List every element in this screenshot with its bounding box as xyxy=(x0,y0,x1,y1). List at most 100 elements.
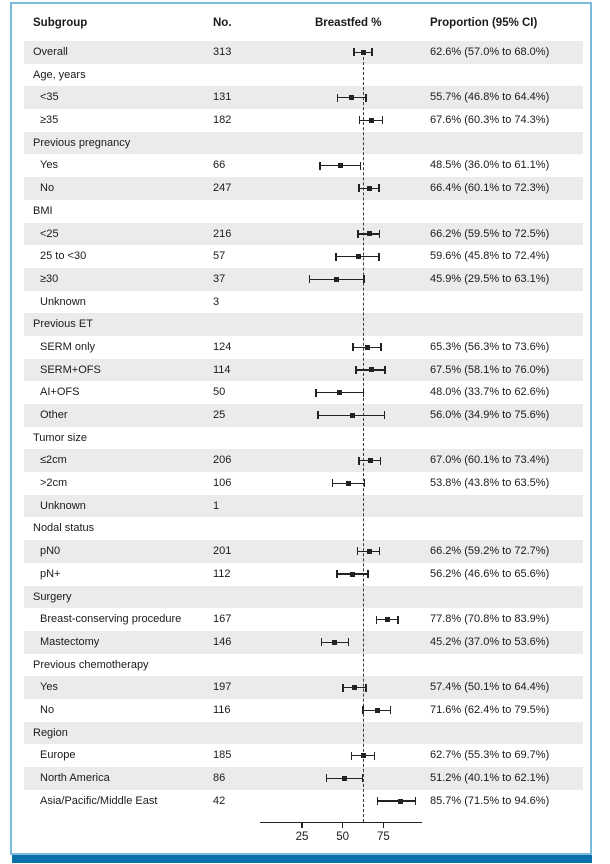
group-header-row: Age, years xyxy=(12,64,590,87)
point-estimate-marker xyxy=(346,480,352,486)
proportion-ci-text: 56.0% (34.9% to 75.6%) xyxy=(430,409,550,421)
proportion-ci-text: 48.5% (36.0% to 61.1%) xyxy=(430,159,550,172)
point-estimate-marker xyxy=(349,95,355,101)
proportion-ci-text: 55.7% (46.8% to 64.4%) xyxy=(430,91,550,104)
ci-cap xyxy=(362,388,364,397)
ci-cap xyxy=(384,365,386,374)
proportion-ci-text: 67.5% (58.1% to 76.0%) xyxy=(430,363,550,376)
n-value: 201 xyxy=(213,545,232,558)
n-value: 167 xyxy=(213,613,232,626)
point-estimate-marker xyxy=(333,276,339,282)
ci-cap xyxy=(320,638,323,647)
subgroup-label: Mastectomy xyxy=(40,635,100,648)
row-shade-band xyxy=(24,630,583,654)
ci-cap xyxy=(377,797,379,806)
subgroup-label: Age, years xyxy=(33,68,86,81)
group-header-row: Region xyxy=(12,721,590,745)
table-row: Unknown 1 xyxy=(12,494,590,518)
row-shade-band xyxy=(24,540,583,563)
table-row: No 247 66.4% (60.1% to 72.3%) xyxy=(12,177,590,200)
x-axis-tick-label: 50 xyxy=(336,831,350,843)
ci-cap xyxy=(380,343,382,352)
row-shade-band xyxy=(24,313,583,336)
table-row: pN+ 112 56.2% (46.6% to 65.6%) xyxy=(12,563,590,586)
n-value: 185 xyxy=(213,749,232,762)
subgroup-label: North America xyxy=(40,772,110,784)
ci-cap xyxy=(375,615,378,624)
subgroup-label: Unknown xyxy=(40,499,86,512)
figure-footer-bar xyxy=(12,855,592,863)
point-estimate-marker xyxy=(366,231,372,237)
table-row: Europe 185 62.7% (55.3% to 69.7%) xyxy=(12,744,590,767)
n-value: 1 xyxy=(213,499,220,512)
ci-whisker-line xyxy=(377,800,416,802)
ci-cap xyxy=(361,774,364,783)
subgroup-label: ≤2cm xyxy=(40,454,67,467)
ci-cap xyxy=(317,411,319,420)
ci-cap xyxy=(325,774,328,783)
ci-cap xyxy=(352,343,354,352)
n-value: 42 xyxy=(213,794,226,807)
point-estimate-marker xyxy=(365,344,371,350)
table-row: SERM only 124 65.3% (56.3% to 73.6%) xyxy=(12,336,590,359)
column-header-row: Subgroup No. Breastfed % Proportion (95%… xyxy=(12,16,590,40)
proportion-ci-text: 48.0% (33.7% to 62.6%) xyxy=(430,386,550,399)
x-axis-tick xyxy=(301,822,303,828)
proportion-ci-text: 59.6% (45.8% to 72.4%) xyxy=(430,250,550,263)
table-row: No 116 71.6% (62.4% to 79.5%) xyxy=(12,699,590,722)
table-row: 25 to <30 57 59.6% (45.8% to 72.4%) xyxy=(12,245,590,268)
column-header-no: No. xyxy=(213,17,232,29)
subgroup-label: Surgery xyxy=(33,590,72,603)
column-header-breastfed: Breastfed % xyxy=(315,17,382,29)
subgroup-label: Unknown xyxy=(40,295,86,308)
point-estimate-marker xyxy=(336,390,342,396)
point-estimate-marker xyxy=(360,753,366,759)
proportion-ci-text: 66.2% (59.2% to 72.7%) xyxy=(430,545,550,558)
n-value: 112 xyxy=(213,567,231,580)
n-value: 131 xyxy=(213,91,232,104)
n-value: 86 xyxy=(213,772,226,784)
table-row: Yes 197 57.4% (50.1% to 64.4%) xyxy=(12,676,590,699)
proportion-ci-text: 57.4% (50.1% to 64.4%) xyxy=(430,681,550,694)
ci-cap xyxy=(347,638,350,647)
subgroup-label: AI+OFS xyxy=(40,386,80,399)
subgroup-label: BMI xyxy=(33,204,53,217)
table-row: >2cm 106 53.8% (43.8% to 63.5%) xyxy=(12,472,590,495)
point-estimate-marker xyxy=(385,617,391,623)
subgroup-label: Europe xyxy=(40,749,76,762)
table-row: ≥30 37 45.9% (29.5% to 63.1%) xyxy=(12,267,590,291)
table-row: <25 216 66.2% (59.5% to 72.5%) xyxy=(12,222,590,246)
point-estimate-marker xyxy=(368,367,374,373)
n-value: 182 xyxy=(213,114,232,127)
proportion-ci-text: 77.8% (70.8% to 83.9%) xyxy=(430,613,550,626)
ci-cap xyxy=(378,184,380,193)
point-estimate-marker xyxy=(375,707,381,713)
subgroup-label: Overall xyxy=(33,46,68,58)
subgroup-label: No xyxy=(40,182,55,195)
subgroup-label: Nodal status xyxy=(33,522,95,535)
ci-cap xyxy=(381,116,383,125)
x-axis-tick xyxy=(342,822,344,828)
ci-cap xyxy=(360,161,362,170)
column-header-proportion: Proportion (95% CI) xyxy=(430,17,538,29)
n-value: 66 xyxy=(213,159,226,172)
proportion-ci-text: 62.7% (55.3% to 69.7%) xyxy=(430,749,550,762)
n-value: 50 xyxy=(213,386,226,399)
row-shade-band xyxy=(24,222,583,246)
x-axis-tick-label: 75 xyxy=(376,831,390,843)
n-value: 313 xyxy=(213,46,232,58)
subgroup-label: Previous pregnancy xyxy=(33,136,131,149)
point-estimate-marker xyxy=(355,254,361,260)
forest-plot-panel: Subgroup No. Breastfed % Proportion (95%… xyxy=(10,2,592,855)
proportion-ci-text: 65.3% (56.3% to 73.6%) xyxy=(430,340,550,353)
n-value: 216 xyxy=(213,227,232,240)
row-shade-band xyxy=(24,86,583,110)
subgroup-label: Previous ET xyxy=(33,318,93,331)
ci-cap xyxy=(353,48,355,57)
ci-cap xyxy=(315,388,317,397)
subgroup-label: Region xyxy=(33,726,68,739)
ci-cap xyxy=(383,411,386,420)
subgroup-label: Other xyxy=(40,409,68,421)
subgroup-label: Asia/Pacific/Middle East xyxy=(40,794,158,807)
subgroup-label: Yes xyxy=(40,159,58,172)
